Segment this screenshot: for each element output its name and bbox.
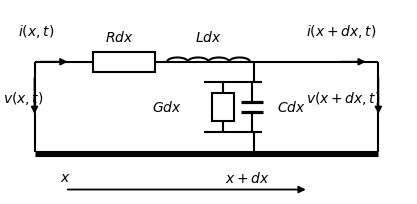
FancyBboxPatch shape [93,52,155,72]
Text: $Ldx$: $Ldx$ [195,30,222,45]
Text: $Rdx$: $Rdx$ [105,30,134,45]
Text: $Gdx$: $Gdx$ [152,100,181,114]
Text: $i(x+dx,t)$: $i(x+dx,t)$ [306,23,376,40]
Text: $v(x+dx,t)$: $v(x+dx,t)$ [306,91,380,108]
Text: $i(x,t)$: $i(x,t)$ [18,23,54,40]
Text: $Cdx$: $Cdx$ [277,100,306,114]
Text: $x$: $x$ [60,172,71,185]
Text: $v(x,t)$: $v(x,t)$ [3,91,44,108]
FancyBboxPatch shape [211,93,234,121]
Text: $x+dx$: $x+dx$ [226,171,270,186]
